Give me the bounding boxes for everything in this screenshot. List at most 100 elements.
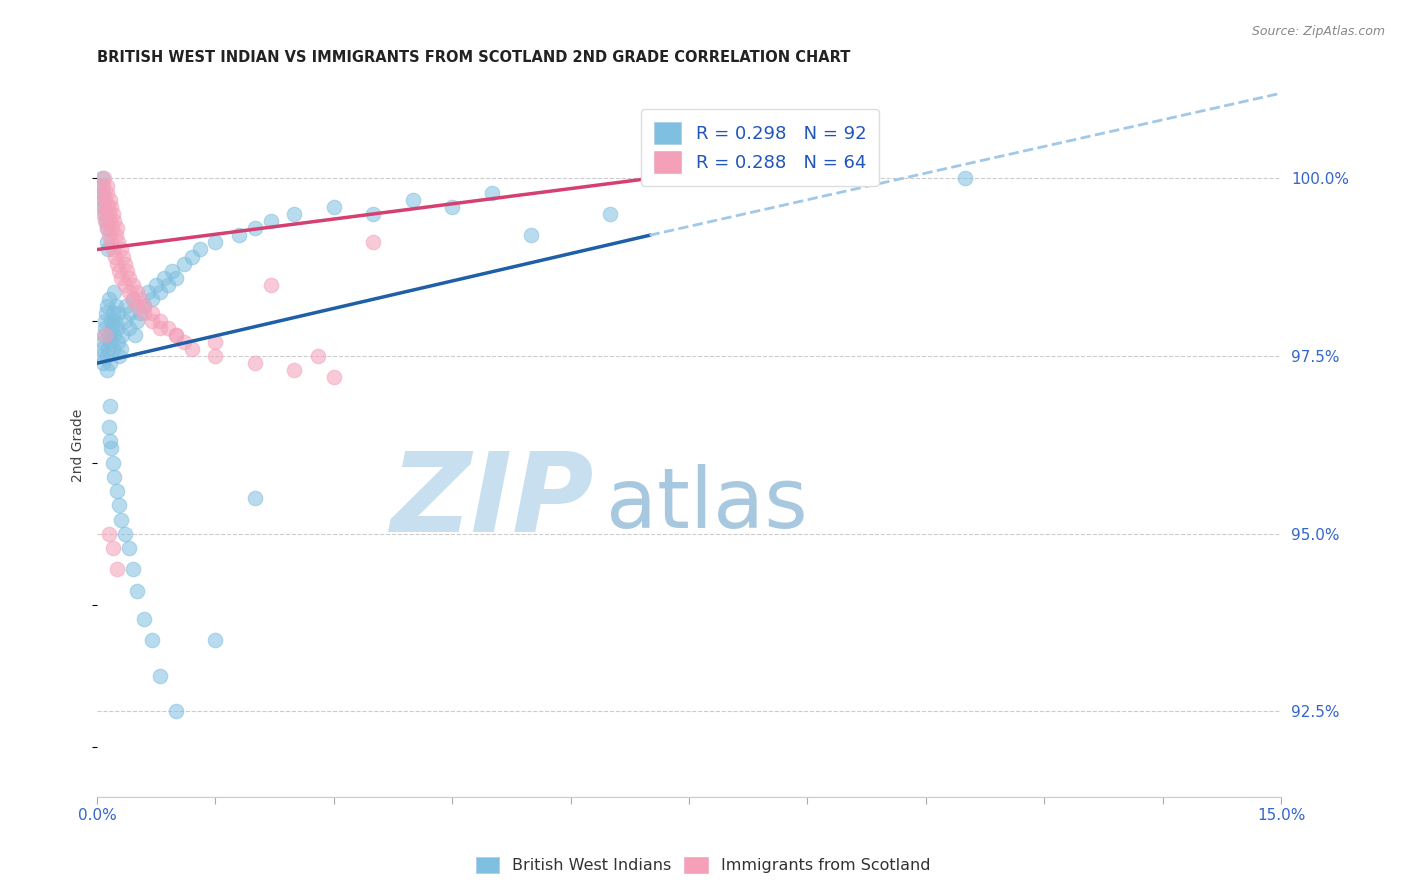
Point <box>141 633 163 648</box>
Point <box>100 442 122 456</box>
Point <box>93 327 115 342</box>
Point <box>104 250 127 264</box>
Point <box>117 271 139 285</box>
Point <box>94 214 117 228</box>
Point <box>90 342 112 356</box>
Point <box>117 285 139 299</box>
Point <box>97 526 120 541</box>
Y-axis label: 2nd Grade: 2nd Grade <box>72 409 86 482</box>
Point <box>105 484 128 499</box>
Point <box>204 349 226 363</box>
Point <box>114 257 136 271</box>
Point <box>105 320 128 334</box>
Point <box>243 491 266 506</box>
Point <box>149 320 172 334</box>
Text: ZIP: ZIP <box>391 448 595 555</box>
Point <box>115 264 138 278</box>
Point <box>204 334 226 349</box>
Point <box>165 271 187 285</box>
Point <box>129 306 152 320</box>
Point <box>160 264 183 278</box>
Point <box>96 186 118 200</box>
Point <box>835 171 858 186</box>
Point <box>173 334 195 349</box>
Point <box>101 243 124 257</box>
Point <box>153 271 176 285</box>
Point <box>96 221 118 235</box>
Point <box>322 370 344 384</box>
Point <box>138 285 160 299</box>
Point <box>100 214 122 228</box>
Point <box>90 200 112 214</box>
Point <box>180 250 202 264</box>
Point <box>101 342 124 356</box>
Point <box>283 363 305 377</box>
Point <box>125 285 148 299</box>
Point <box>94 306 117 320</box>
Point <box>96 349 118 363</box>
Point <box>97 228 120 243</box>
Point <box>107 334 129 349</box>
Point <box>93 356 115 370</box>
Point <box>96 178 118 193</box>
Point <box>98 356 121 370</box>
Text: atlas: atlas <box>606 464 808 545</box>
Point <box>110 342 132 356</box>
Point <box>125 583 148 598</box>
Point <box>165 327 187 342</box>
Point <box>149 669 172 683</box>
Point <box>228 228 250 243</box>
Point <box>94 214 117 228</box>
Point <box>134 306 156 320</box>
Point <box>125 299 148 313</box>
Point <box>97 243 120 257</box>
Point <box>97 292 120 306</box>
Point <box>101 541 124 555</box>
Point <box>103 285 125 299</box>
Text: Source: ZipAtlas.com: Source: ZipAtlas.com <box>1251 25 1385 38</box>
Point <box>243 221 266 235</box>
Point <box>101 306 124 320</box>
Point <box>105 562 128 576</box>
Point <box>149 285 172 299</box>
Point <box>110 512 132 526</box>
Point <box>115 299 138 313</box>
Point <box>121 292 143 306</box>
Point <box>101 221 124 235</box>
Point <box>157 278 180 293</box>
Point <box>91 334 114 349</box>
Point <box>129 292 152 306</box>
Point <box>96 235 118 250</box>
Point <box>599 207 621 221</box>
Point <box>481 186 503 200</box>
Point <box>100 334 122 349</box>
Point <box>93 193 115 207</box>
Point <box>101 207 124 221</box>
Point <box>117 541 139 555</box>
Point <box>91 178 114 193</box>
Point <box>157 320 180 334</box>
Point <box>260 278 283 293</box>
Point <box>90 186 112 200</box>
Point <box>121 292 143 306</box>
Point <box>94 207 117 221</box>
Point <box>97 420 120 434</box>
Point <box>141 306 163 320</box>
Point <box>114 278 136 293</box>
Point <box>100 313 122 327</box>
Point <box>97 200 120 214</box>
Point <box>121 562 143 576</box>
Legend: R = 0.298   N = 92, R = 0.288   N = 64: R = 0.298 N = 92, R = 0.288 N = 64 <box>641 109 879 186</box>
Point <box>93 207 115 221</box>
Point <box>955 171 977 186</box>
Point <box>121 278 143 293</box>
Point <box>363 235 385 250</box>
Point <box>107 306 129 320</box>
Point <box>101 456 124 470</box>
Point <box>111 327 134 342</box>
Point <box>260 214 283 228</box>
Point <box>243 356 266 370</box>
Point <box>441 200 464 214</box>
Point <box>104 228 127 243</box>
Point <box>204 633 226 648</box>
